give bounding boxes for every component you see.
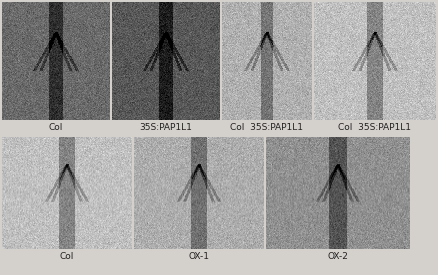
Text: Col  35S:PAP1L1: Col 35S:PAP1L1 [339,123,411,132]
Text: Col  35S:PAP1L1: Col 35S:PAP1L1 [230,123,304,132]
Text: 35S:PAP1L1: 35S:PAP1L1 [140,123,192,132]
Text: Col: Col [60,252,74,261]
Text: Col: Col [49,123,63,132]
Text: OX-1: OX-1 [188,252,209,261]
Text: OX-2: OX-2 [328,252,349,261]
